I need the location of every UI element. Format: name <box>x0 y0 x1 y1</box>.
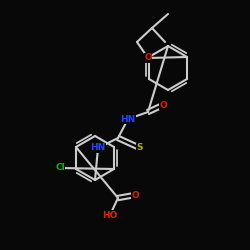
Text: O: O <box>159 100 167 110</box>
Text: O: O <box>131 190 139 200</box>
Text: HN: HN <box>120 114 136 124</box>
Text: O: O <box>144 54 152 62</box>
Text: Cl: Cl <box>55 164 65 172</box>
Text: HN: HN <box>90 144 106 152</box>
Text: HO: HO <box>102 210 118 220</box>
Text: S: S <box>137 144 143 152</box>
